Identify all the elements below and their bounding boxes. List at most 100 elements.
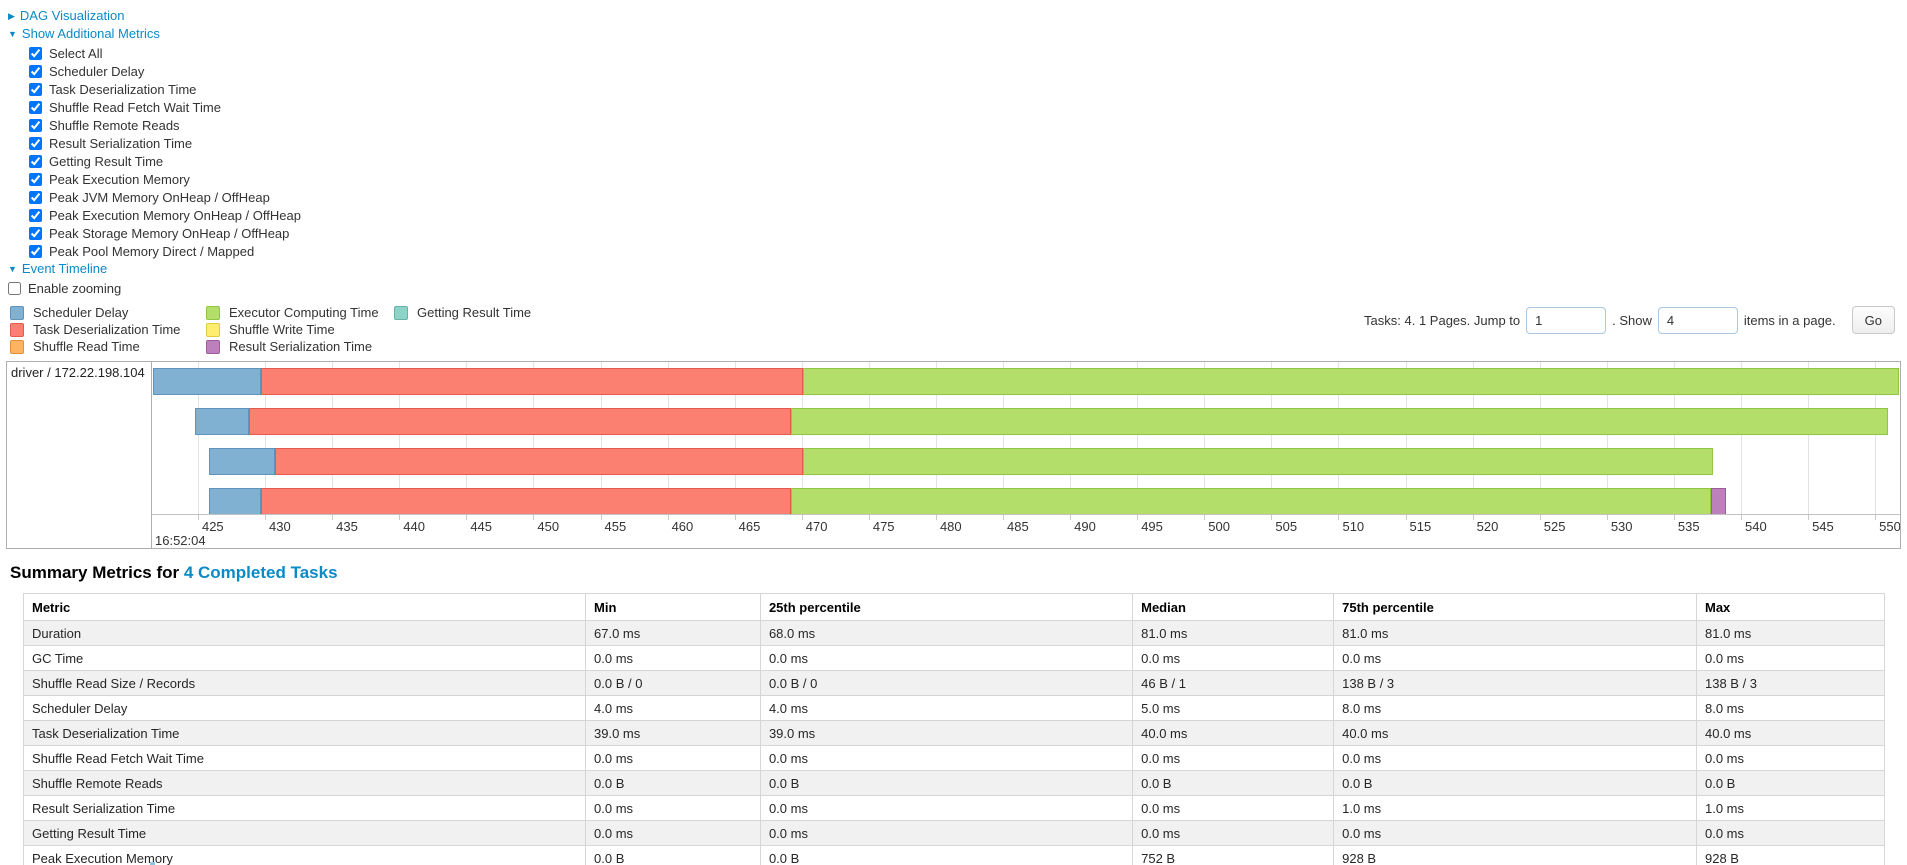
metric-checkbox-peak-execution-memory[interactable]: Peak Execution Memory (29, 170, 1907, 188)
metric-name-cell: Shuffle Read Fetch Wait Time (22, 745, 587, 771)
tick-mark (600, 515, 602, 520)
task-segment-scheduler-delay[interactable] (195, 408, 249, 435)
metric-value-cell: 0.0 ms (759, 745, 1134, 771)
axis-time-label: 16:52:04 (155, 533, 206, 548)
tick-label: 470 (805, 519, 828, 534)
metric-checkbox-getting-result-time[interactable]: Getting Result Time (29, 152, 1907, 170)
tick-label: 525 (1543, 519, 1566, 534)
legend-swatch-icon (394, 305, 408, 320)
items-per-page-input[interactable] (1657, 306, 1738, 334)
legend-item-result-serialization-time: Result Serialization Time (206, 338, 394, 355)
gridline (734, 362, 736, 514)
task-segment-result-serialization[interactable] (1710, 488, 1726, 514)
metric-value-cell: 0.0 ms (585, 820, 761, 846)
metric-value-cell: 0.0 ms (585, 645, 761, 671)
table-row-shuffle-remote-reads: Shuffle Remote Reads 0.0 B 0.0 B 0.0 B 0.0 B… (22, 770, 1885, 796)
summary-metrics-table: Metric Min 25th percentile Median 75th perce… (22, 593, 1885, 865)
legend-swatch-icon (10, 305, 24, 320)
task-segment-executor-computing[interactable] (803, 368, 1900, 395)
metric-checkbox-task-deserialization-time[interactable]: Task Deserialization Time (29, 80, 1907, 98)
metric-value-cell: 8.0 ms (1696, 695, 1885, 721)
metric-checkbox-peak-execution-memory-onheap-offheap[interactable]: Peak Execution Memory OnHeap / OffHeap (29, 206, 1907, 224)
checkbox-input[interactable] (29, 100, 42, 114)
executor-row-label: driver / 172.22.198.104 (11, 365, 145, 380)
table-row-task-deserialization-time: Task Deserialization Time 39.0 ms 39.0 ms 4… (22, 720, 1885, 746)
metric-checkbox-shuffle-remote-reads[interactable]: Shuffle Remote Reads (29, 116, 1907, 134)
table-row-duration: Duration 67.0 ms 68.0 ms 81.0 ms 81.0 ms 81.0… (22, 620, 1885, 646)
metric-value-cell: 1.0 ms (1333, 795, 1697, 821)
event-timeline-chart: driver / 172.22.198.104 16:52:04 425 430 4… (6, 361, 1901, 549)
enable-zooming-input[interactable] (8, 281, 21, 295)
tick-mark (466, 515, 468, 520)
checkbox-input[interactable] (29, 46, 42, 60)
task-segment-task-deserialization[interactable] (260, 488, 791, 514)
metric-name-cell: Duration (22, 620, 587, 646)
task-segment-task-deserialization[interactable] (249, 408, 792, 435)
checkbox-input[interactable] (29, 190, 42, 204)
task-bar-row (152, 448, 1900, 475)
timeline-plot-area[interactable] (152, 362, 1900, 514)
task-segment-scheduler-delay[interactable] (153, 368, 262, 395)
metric-value-cell: 0.0 B (1132, 770, 1335, 796)
legend-item-scheduler-delay: Scheduler Delay (10, 304, 206, 321)
task-segment-task-deserialization[interactable] (261, 368, 804, 395)
metric-checkbox-peak-storage-memory-onheap-offheap[interactable]: Peak Storage Memory OnHeap / OffHeap (29, 224, 1907, 242)
metric-checkbox-peak-jvm-memory-onheap-offheap[interactable]: Peak JVM Memory OnHeap / OffHeap (29, 188, 1907, 206)
gridline (1472, 362, 1474, 514)
tick-label: 440 (403, 519, 425, 534)
checkbox-input[interactable] (29, 118, 42, 132)
checkbox-input[interactable] (29, 82, 42, 96)
tick-label: 540 (1745, 519, 1767, 534)
metric-name-cell: Task Deserialization Time (22, 720, 587, 746)
task-segment-scheduler-delay[interactable] (208, 488, 261, 514)
metric-value-cell: 4.0 ms (585, 695, 761, 721)
metric-checkbox-select-all[interactable]: Select All (29, 44, 1907, 62)
dag-visualization-toggle[interactable]: ▶ DAG Visualization (8, 8, 1907, 23)
metric-value-cell: 928 B (1333, 845, 1697, 865)
metric-value-cell: 46 B / 1 (1132, 670, 1335, 696)
completed-tasks-link[interactable]: 4 Completed Tasks (183, 563, 338, 582)
summary-table-body: Duration 67.0 ms 68.0 ms 81.0 ms 81.0 ms 81.0… (22, 620, 1885, 865)
metric-checkbox-peak-pool-memory-direct-mapped[interactable]: Peak Pool Memory Direct / Mapped (29, 242, 1907, 260)
metric-value-cell: 0.0 ms (1333, 745, 1697, 771)
metric-value-cell: 752 B (1132, 845, 1335, 865)
event-timeline-label: Event Timeline (21, 261, 108, 276)
tick-mark (1673, 515, 1675, 520)
metric-checkbox-shuffle-read-fetch-wait-time[interactable]: Shuffle Read Fetch Wait Time (29, 98, 1907, 116)
task-segment-executor-computing[interactable] (791, 408, 1889, 435)
tick-mark (1070, 515, 1072, 520)
task-segment-task-deserialization[interactable] (275, 448, 804, 475)
metric-value-cell: 0.0 ms (1132, 795, 1335, 821)
jump-to-page-input[interactable] (1526, 306, 1607, 334)
task-segment-executor-computing[interactable] (803, 448, 1714, 475)
metric-name-cell: Getting Result Time (22, 820, 587, 846)
checkbox-input[interactable] (29, 64, 42, 78)
go-button[interactable]: Go (1851, 306, 1895, 334)
checkbox-label: Task Deserialization Time (49, 81, 197, 97)
checkbox-input[interactable] (29, 208, 42, 222)
checkbox-label: Select All (49, 45, 103, 61)
tick-label: 535 (1677, 519, 1700, 534)
gridline (1539, 362, 1541, 514)
metric-value-cell: 81.0 ms (1132, 620, 1335, 646)
task-segment-scheduler-delay[interactable] (208, 448, 276, 475)
event-timeline-toggle[interactable]: ▼ Event Timeline (8, 261, 1907, 276)
metric-value-cell: 0.0 ms (1333, 820, 1697, 846)
show-additional-metrics-toggle[interactable]: ▼ Show Additional Metrics (8, 26, 1907, 41)
metric-checkbox-result-serialization-time[interactable]: Result Serialization Time (29, 134, 1907, 152)
tick-label: 435 (336, 519, 358, 534)
checkbox-input[interactable] (29, 154, 42, 168)
task-segment-executor-computing[interactable] (790, 488, 1711, 514)
expanded-arrow-icon: ▼ (8, 29, 17, 39)
tick-label: 530 (1610, 519, 1633, 534)
enable-zooming-checkbox[interactable]: Enable zooming (8, 279, 1907, 297)
tick-mark (1003, 515, 1005, 520)
legend-item-getting-result-time: Getting Result Time (394, 304, 531, 321)
tick-mark (1539, 515, 1541, 520)
checkbox-input[interactable] (29, 226, 42, 240)
checkbox-input[interactable] (29, 136, 42, 150)
gridline (1271, 362, 1273, 514)
checkbox-input[interactable] (29, 172, 42, 186)
checkbox-input[interactable] (29, 244, 42, 258)
metric-checkbox-scheduler-delay[interactable]: Scheduler Delay (29, 62, 1907, 80)
